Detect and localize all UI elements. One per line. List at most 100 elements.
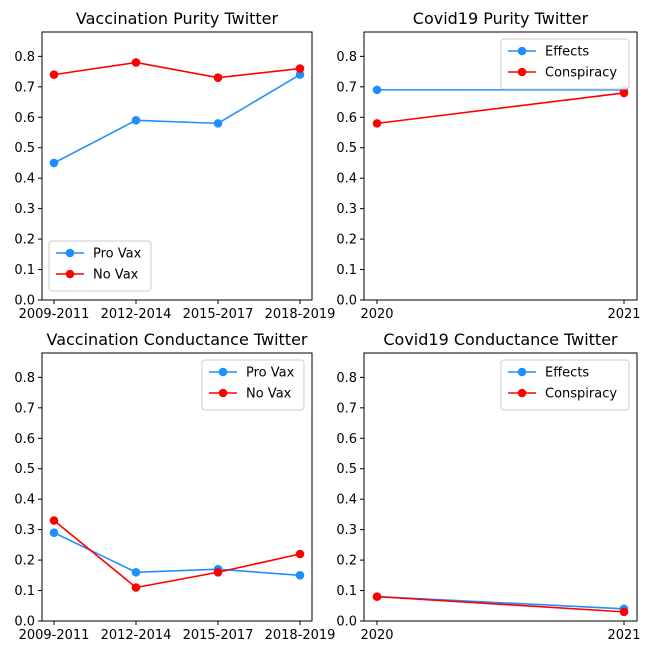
series-line-1 [53,531,301,577]
y-tick-label: 0.5 [336,462,357,477]
x-tick-label: 2015-2017 [183,307,254,322]
y-tick-label: 0.4 [14,172,35,187]
y-tick-label: 0.2 [14,233,35,248]
y-tick-label: 0.2 [14,554,35,569]
data-point [619,88,629,98]
plot-frame [41,352,313,622]
data-point [131,567,141,577]
y-tick-label: 0.8 [14,50,35,65]
y-tick-label: 0.5 [14,462,35,477]
y-tick-label: 0.2 [336,233,357,248]
data-point [49,516,59,525]
y-tick-label: 0.4 [336,493,357,508]
y-tick-label: 0.1 [336,263,357,278]
chart-panel-2: Covid19 Purity Twitter 0.0 0.1 0.2 0.3 0.4 0.5… [336,9,640,322]
y-tick-label: 0.6 [14,111,35,126]
x-tick-label: 2020 [360,628,393,643]
y-tick-label: 0.7 [336,80,357,95]
legend: Effects Conspiracy [500,359,630,411]
y-tick-label: 0.1 [336,584,357,599]
y-tick-label: 0.0 [336,294,357,309]
data-point [295,549,305,559]
data-point [131,583,141,592]
chart-title: Covid19 Conductance Twitter [383,330,618,349]
data-point [131,116,141,125]
legend-swatch-marker [517,46,527,56]
legend-label: Effects [545,45,589,60]
x-tick-label: 2012-2014 [101,307,172,322]
y-tick-label: 0.1 [14,584,35,599]
data-point [213,119,223,128]
y-tick-label: 0.6 [336,432,357,447]
x-tick-label: 2018-2019 [265,307,336,322]
legend-swatch-marker [65,269,75,279]
plot-frame [41,31,313,301]
y-tick-label: 0.0 [14,615,35,630]
x-tick-label: 2009-2011 [19,307,90,322]
data-point [619,607,629,617]
legend-label: Pro Vax [246,366,295,381]
legend-label: Effects [545,366,589,381]
series-line-2 [53,61,301,79]
legend: Pro Vax No Vax [201,359,305,411]
chart-panel-4: Covid19 Conductance Twitter 0.0 0.1 0.2 0.3 0… [336,330,640,643]
data-point [49,528,59,537]
x-tick-label: 2020 [360,307,393,322]
series-line-2 [376,595,625,613]
legend-swatch-marker [65,248,75,258]
y-tick-label: 0.5 [336,141,357,156]
plot-frame [363,352,638,622]
x-tick-label: 2021 [607,628,640,643]
legend-label: Conspiracy [545,66,617,81]
series-line-2 [53,519,301,589]
plot-frame [363,31,638,301]
legend: Pro Vax No Vax [48,240,152,292]
x-tick-label: 2021 [607,307,640,322]
data-point [49,70,59,79]
y-tick-label: 0.7 [14,80,35,95]
legend-label: Pro Vax [93,247,142,262]
legend-swatch-marker [517,367,527,377]
data-point [372,85,382,95]
legend-swatch-marker [517,388,527,398]
y-tick-label: 0.4 [336,172,357,187]
legend: Effects Conspiracy [500,38,630,90]
y-tick-label: 0.8 [336,371,357,386]
data-point [372,119,382,128]
data-point [295,571,305,580]
legend-swatch-marker [218,388,228,398]
y-tick-label: 0.3 [336,202,357,217]
legend-label: Conspiracy [545,387,617,402]
x-tick-label: 2009-2011 [19,628,90,643]
y-tick-label: 0.3 [14,202,35,217]
data-point [213,567,223,577]
y-tick-label: 0.3 [14,523,35,538]
y-tick-label: 0.5 [14,141,35,156]
series-line-2 [376,92,625,125]
legend-swatch-marker [517,67,527,77]
data-point [295,70,305,79]
data-point [372,592,382,601]
chart-panel-3: Vaccination Conductance Twitter 0.0 0.1 0.2… [14,330,335,643]
data-point [295,64,305,73]
chart-title: Vaccination Purity Twitter [76,9,279,28]
y-tick-label: 0.6 [336,111,357,126]
y-tick-label: 0.7 [14,401,35,416]
chart-panel-1: Vaccination Purity Twitter 0.0 0.1 0.2 0.3 0.… [14,9,335,322]
legend-label: No Vax [246,387,292,402]
y-tick-label: 0.0 [14,294,35,309]
chart-title: Vaccination Conductance Twitter [47,330,308,349]
series-line-1 [53,73,301,164]
y-tick-label: 0.1 [14,263,35,278]
chart-title: Covid19 Purity Twitter [413,9,589,28]
data-point [131,58,141,67]
y-tick-label: 0.2 [336,554,357,569]
y-tick-label: 0.8 [14,371,35,386]
x-tick-label: 2012-2014 [101,628,172,643]
y-tick-label: 0.4 [14,493,35,508]
x-tick-label: 2015-2017 [183,628,254,643]
data-point [49,158,59,168]
x-tick-label: 2018-2019 [265,628,336,643]
data-point [213,73,223,82]
